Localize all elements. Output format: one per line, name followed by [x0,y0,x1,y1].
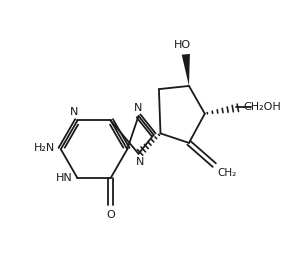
Text: CH₂: CH₂ [217,168,237,178]
Text: O: O [106,210,115,220]
Polygon shape [182,54,190,86]
Text: H₂N: H₂N [34,143,55,153]
Text: HO: HO [174,40,191,50]
Text: N: N [133,103,142,113]
Text: HN: HN [56,173,73,183]
Text: CH₂OH: CH₂OH [243,102,281,112]
Text: N: N [136,157,144,167]
Text: N: N [70,107,79,117]
